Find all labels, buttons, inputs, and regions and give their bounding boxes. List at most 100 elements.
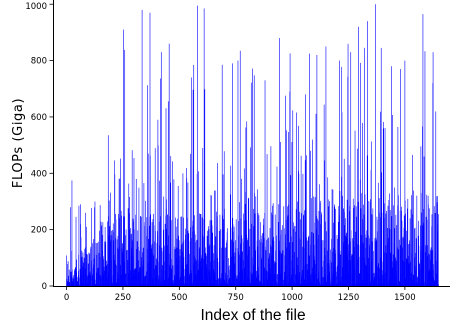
bar — [194, 215, 195, 286]
bar — [67, 264, 68, 286]
bar — [142, 247, 144, 286]
bar — [334, 204, 336, 286]
bar — [306, 237, 307, 286]
bar — [377, 266, 378, 286]
bar — [288, 204, 290, 286]
bar — [125, 273, 126, 286]
bar — [383, 252, 385, 286]
bar — [272, 214, 273, 286]
bar — [203, 8, 205, 286]
bar — [360, 234, 362, 286]
bar — [215, 279, 217, 286]
bar — [420, 193, 422, 286]
bar — [344, 225, 345, 286]
bar — [82, 266, 83, 286]
bar — [158, 261, 159, 286]
bar — [283, 206, 285, 286]
bar — [190, 153, 191, 286]
bar — [192, 89, 194, 286]
bar — [163, 229, 164, 286]
bar — [412, 274, 414, 286]
bar — [243, 213, 244, 286]
bar — [414, 228, 415, 286]
bar — [236, 275, 238, 286]
bar — [387, 238, 389, 286]
bar — [388, 200, 390, 286]
bar — [418, 262, 420, 286]
bar — [379, 277, 380, 286]
bar — [230, 194, 231, 286]
bar — [329, 259, 331, 286]
bar — [220, 278, 221, 286]
bar — [200, 213, 201, 286]
bar — [70, 207, 71, 286]
bar — [424, 51, 426, 287]
bar — [184, 276, 185, 286]
bar — [104, 241, 105, 286]
bar — [227, 228, 228, 286]
bar — [84, 248, 86, 286]
bar — [221, 64, 223, 286]
bar — [211, 195, 212, 286]
bar — [191, 225, 193, 286]
bar — [403, 215, 405, 286]
bar — [329, 201, 330, 286]
bar — [282, 250, 284, 286]
bar — [407, 263, 409, 286]
bar — [189, 253, 190, 286]
bar — [93, 258, 95, 286]
bar — [422, 126, 423, 286]
bar — [273, 274, 275, 286]
bar — [244, 220, 245, 286]
bar — [437, 214, 439, 286]
bar — [99, 205, 101, 286]
y-tick-label: 1000 — [25, 2, 47, 12]
bar — [373, 251, 374, 286]
bar — [433, 206, 435, 286]
bar — [401, 247, 403, 286]
y-tick-label: 800 — [31, 57, 47, 67]
bar — [356, 148, 358, 286]
bar — [124, 49, 126, 287]
bar — [76, 277, 78, 286]
bar — [206, 235, 208, 286]
bar — [381, 261, 383, 286]
bar — [337, 238, 339, 286]
bar — [366, 230, 368, 286]
bar — [182, 173, 184, 286]
bar — [259, 239, 260, 286]
bar — [283, 228, 285, 286]
bar — [278, 204, 280, 286]
bar — [393, 187, 395, 286]
bar — [173, 179, 175, 286]
bar — [412, 154, 413, 286]
bar — [86, 226, 87, 286]
bar — [239, 50, 241, 287]
bar — [272, 203, 274, 286]
bar — [292, 110, 294, 286]
bar — [327, 177, 329, 286]
bar — [427, 245, 428, 286]
bar — [83, 257, 85, 286]
bar — [91, 208, 92, 286]
bar — [357, 244, 358, 286]
bar — [109, 235, 111, 286]
bar — [415, 252, 416, 286]
bar — [98, 241, 100, 286]
bar — [135, 268, 136, 286]
bar — [195, 258, 196, 286]
bar — [194, 234, 196, 286]
bar — [185, 228, 186, 286]
bar — [160, 78, 161, 286]
bar — [116, 265, 117, 286]
bar — [434, 213, 436, 286]
bar — [353, 207, 355, 286]
bar — [214, 190, 215, 286]
bar — [376, 231, 378, 286]
bar — [170, 182, 171, 286]
bar — [208, 245, 210, 286]
bar — [167, 101, 169, 286]
bar — [429, 254, 431, 286]
bar — [239, 254, 240, 286]
